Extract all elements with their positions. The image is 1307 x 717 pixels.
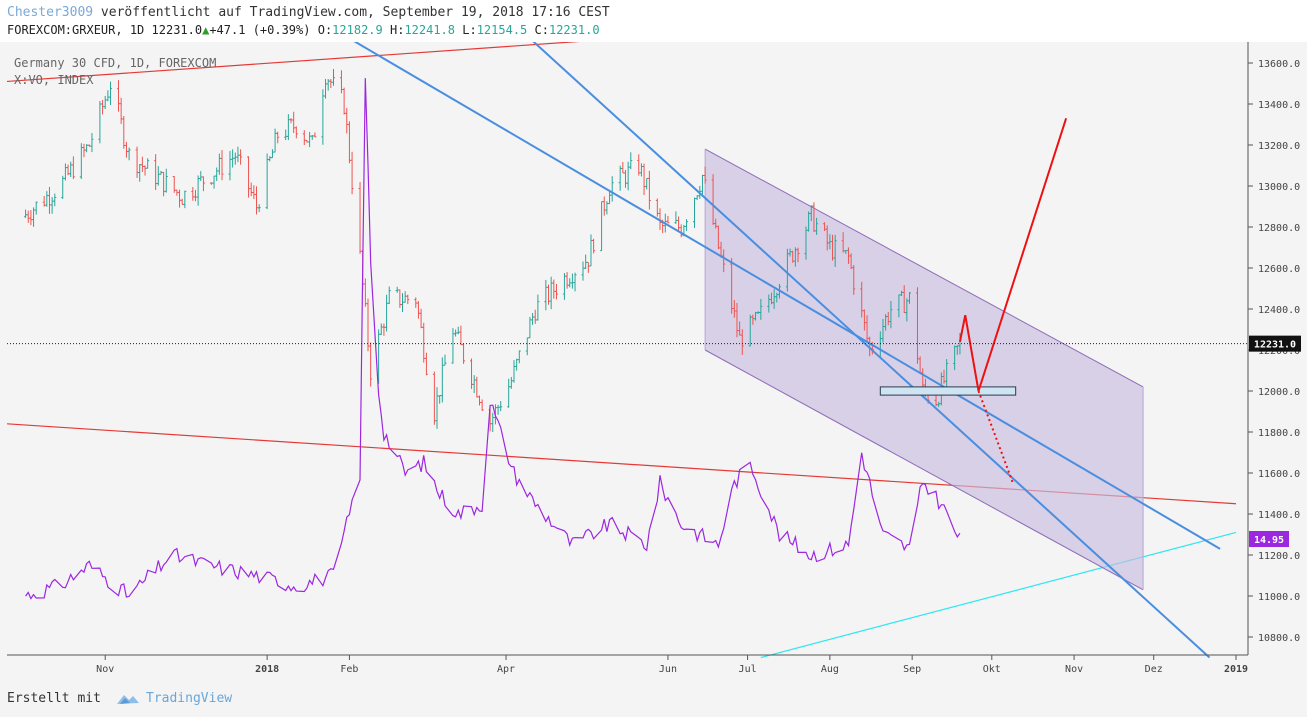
footer: Erstellt mit TradingView: [0, 682, 1307, 717]
price-channel[interactable]: [705, 149, 1144, 590]
projection-dotted[interactable]: [977, 390, 1014, 484]
blue-trend-line[interactable]: [349, 42, 1221, 550]
x-tick-label: 2019: [1224, 664, 1248, 675]
y-tick-label: 11400.0: [1258, 510, 1300, 521]
low-value: 12154.5: [476, 23, 528, 37]
y-tick-label: 13600.0: [1258, 59, 1300, 70]
high-value: 12241.8: [404, 23, 456, 37]
author-link[interactable]: Chester3009: [7, 5, 94, 20]
chart-background: [0, 42, 1307, 682]
channel-upper-line[interactable]: [704, 148, 1144, 388]
x-tick-label: Jun: [659, 664, 677, 675]
price-chart[interactable]: 13600.0 13400.0 13200.0 13000.0 12800.0 12600…: [0, 42, 1307, 682]
ohlc-line: FOREXCOM:GRXEUR, 1D 12231.0▲+47.1 (+0.39…: [7, 23, 600, 37]
legend-main: Germany 30 CFD, 1D, FOREXCOM: [14, 56, 216, 70]
legend-secondary: X:VO, INDEX: [14, 73, 94, 87]
open-label: O:: [317, 23, 333, 37]
x-tick-label: Okt: [983, 664, 1001, 675]
close-value: 12231.0: [548, 23, 600, 37]
y-tick-label: 13400.0: [1258, 100, 1300, 111]
publish-info: veröffentlicht auf TradingView.com, Sept…: [100, 5, 610, 20]
tradingview-logo-icon: [117, 695, 139, 704]
tradingview-link[interactable]: TradingView: [146, 691, 233, 706]
change-value: +47.1: [209, 23, 246, 37]
y-tick-label: 11800.0: [1258, 428, 1300, 439]
last-price: 12231.0: [151, 23, 203, 37]
publish-line: Chester3009 veröffentlicht auf TradingVi…: [7, 5, 610, 20]
x-tick-label: Sep: [903, 664, 921, 675]
blue-trend-line[interactable]: [530, 42, 1211, 659]
symbol-label: FOREXCOM:GRXEUR, 1D: [7, 23, 145, 37]
y-tick-label: 12000.0: [1258, 387, 1300, 398]
y-tick-label: 11000.0: [1258, 592, 1300, 603]
y-tick-label: 12600.0: [1258, 264, 1300, 275]
x-tick-label: Dez: [1145, 664, 1163, 675]
support-zone[interactable]: [879, 386, 1017, 396]
last-price-tag-label: 12231.0: [1254, 340, 1296, 351]
x-tick-label: Feb: [340, 664, 358, 675]
x-tick-label: Nov: [96, 664, 114, 675]
indicator-tag-label: 14.95: [1254, 535, 1284, 546]
low-label: L:: [462, 23, 477, 37]
x-tick-label: Nov: [1065, 664, 1083, 675]
cyan-trend-line[interactable]: [760, 531, 1237, 659]
red-trend-line[interactable]: [6, 42, 623, 83]
y-tick-label: 11600.0: [1258, 469, 1300, 480]
x-tick-label: Jul: [739, 664, 757, 675]
change-percent: (+0.39%): [252, 23, 311, 37]
x-tick-label: 2018: [255, 664, 279, 675]
up-arrow-icon: ▲: [202, 23, 210, 37]
high-label: H:: [389, 23, 405, 37]
indicator-tag: [1249, 531, 1289, 547]
x-tick-label: Aug: [821, 664, 839, 675]
channel-lower-line[interactable]: [704, 349, 1144, 591]
open-value: 12182.9: [332, 23, 383, 37]
last-price-tag: [1249, 335, 1301, 352]
y-tick-label: 11200.0: [1258, 551, 1300, 562]
x-tick-label: Apr: [497, 664, 515, 675]
y-tick-label: 13200.0: [1258, 141, 1300, 152]
y-tick-label: 12800.0: [1258, 223, 1300, 234]
chart-header: Chester3009 veröffentlicht auf TradingVi…: [0, 0, 1307, 42]
y-tick-label: 13000.0: [1258, 182, 1300, 193]
made-with-label: Erstellt mit: [7, 691, 101, 706]
y-tick-label: 12400.0: [1258, 305, 1300, 316]
indicator-line[interactable]: [25, 78, 961, 600]
y-tick-label: 10800.0: [1258, 633, 1300, 644]
projection-path[interactable]: [958, 118, 1068, 392]
close-label: C:: [534, 23, 549, 37]
